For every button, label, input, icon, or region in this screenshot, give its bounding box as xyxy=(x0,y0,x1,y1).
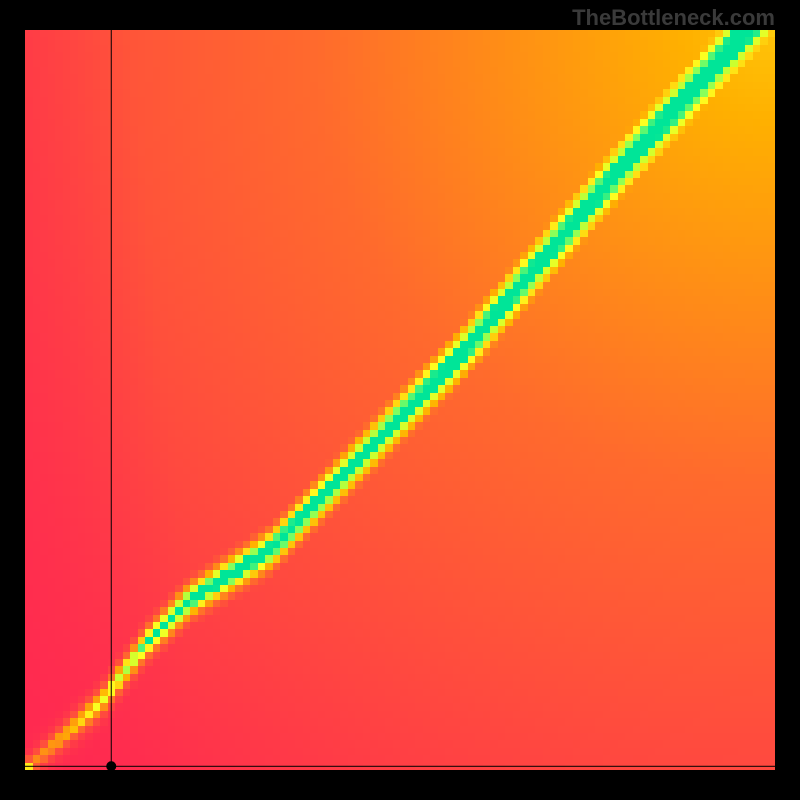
watermark-label: TheBottleneck.com xyxy=(572,5,775,31)
bottleneck-heatmap xyxy=(0,0,800,800)
